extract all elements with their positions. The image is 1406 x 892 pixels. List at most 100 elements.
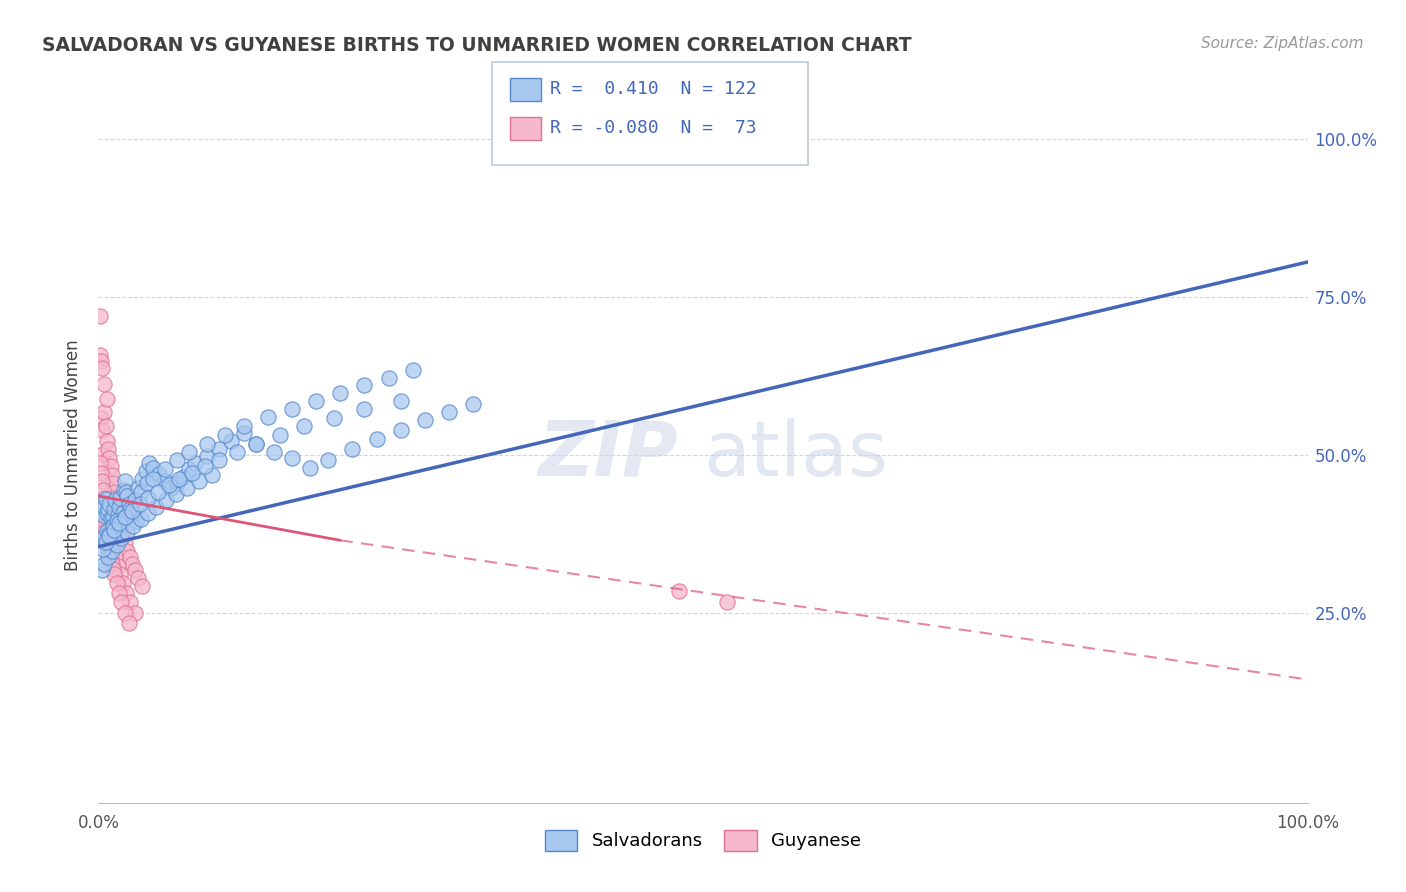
Point	[166, 476, 188, 491]
Point	[353, 402, 375, 417]
Point	[110, 595, 132, 609]
Point	[187, 475, 209, 489]
Point	[101, 518, 124, 533]
Point	[90, 466, 112, 480]
Point	[93, 377, 115, 392]
Point	[112, 483, 135, 497]
Point	[108, 500, 131, 514]
Point	[413, 413, 436, 427]
Point	[110, 532, 132, 546]
Text: Source: ZipAtlas.com: Source: ZipAtlas.com	[1201, 36, 1364, 51]
Point	[96, 524, 118, 538]
Point	[108, 517, 131, 532]
Point	[245, 436, 267, 450]
Point	[214, 427, 236, 442]
Point	[104, 493, 127, 508]
Point	[93, 557, 115, 571]
Point	[91, 518, 114, 533]
Point	[107, 508, 129, 522]
Point	[256, 409, 278, 424]
Point	[96, 392, 118, 407]
Point	[93, 525, 115, 540]
Point	[93, 500, 115, 514]
Point	[105, 499, 128, 513]
Point	[100, 557, 122, 571]
Text: ZIP: ZIP	[538, 418, 679, 491]
Point	[716, 595, 738, 609]
Text: R = -0.080  N =  73: R = -0.080 N = 73	[550, 120, 756, 137]
Point	[157, 478, 180, 492]
Point	[96, 506, 118, 520]
Point	[91, 533, 114, 548]
Point	[118, 595, 141, 609]
Point	[98, 529, 121, 543]
Point	[208, 453, 231, 467]
Point	[366, 432, 388, 446]
Point	[91, 511, 114, 525]
Point	[114, 509, 136, 524]
Point	[100, 525, 122, 540]
Point	[90, 503, 112, 517]
Point	[91, 563, 114, 577]
Text: R =  0.410  N = 122: R = 0.410 N = 122	[550, 80, 756, 98]
Point	[97, 512, 120, 526]
Point	[172, 470, 194, 484]
Point	[135, 464, 157, 478]
Point	[108, 511, 131, 525]
Point	[114, 509, 136, 524]
Point	[93, 491, 115, 505]
Point	[107, 505, 129, 519]
Point	[153, 462, 176, 476]
Point	[108, 518, 131, 533]
Point	[128, 497, 150, 511]
Y-axis label: Births to Unmarried Women: Births to Unmarried Women	[63, 339, 82, 571]
Point	[146, 484, 169, 499]
Point	[91, 423, 114, 437]
Point	[226, 444, 249, 458]
Point	[105, 538, 128, 552]
Point	[135, 476, 157, 491]
Point	[195, 436, 218, 450]
Point	[184, 456, 207, 470]
Point	[107, 558, 129, 573]
Point	[263, 444, 285, 458]
Point	[103, 566, 125, 581]
Text: atlas: atlas	[703, 418, 887, 491]
Point	[98, 451, 121, 466]
Legend: Salvadorans, Guyanese: Salvadorans, Guyanese	[536, 821, 870, 860]
Point	[90, 411, 112, 425]
Point	[125, 514, 148, 528]
Point	[100, 544, 122, 558]
Point	[131, 472, 153, 486]
Point	[160, 481, 183, 495]
Point	[463, 397, 485, 411]
Point	[245, 436, 267, 450]
Point	[94, 499, 117, 513]
Point	[89, 456, 111, 470]
Point	[176, 481, 198, 495]
Point	[153, 475, 176, 489]
Point	[93, 529, 115, 543]
Point	[145, 500, 167, 514]
Point	[179, 444, 201, 458]
Point	[179, 462, 201, 476]
Point	[97, 550, 120, 565]
Point	[104, 491, 127, 505]
Text: SALVADORAN VS GUYANESE BIRTHS TO UNMARRIED WOMEN CORRELATION CHART: SALVADORAN VS GUYANESE BIRTHS TO UNMARRI…	[42, 36, 912, 54]
Point	[155, 493, 177, 508]
Point	[114, 536, 136, 550]
Point	[323, 411, 346, 425]
Point	[115, 484, 138, 499]
Point	[114, 606, 136, 620]
Point	[129, 484, 152, 499]
Point	[105, 516, 128, 531]
Point	[342, 442, 364, 456]
Point	[138, 456, 160, 470]
Point	[91, 508, 114, 522]
Point	[124, 493, 146, 508]
Point	[668, 583, 690, 598]
Point	[97, 501, 120, 516]
Point	[101, 538, 124, 552]
Point	[91, 483, 114, 497]
Point	[108, 491, 131, 505]
